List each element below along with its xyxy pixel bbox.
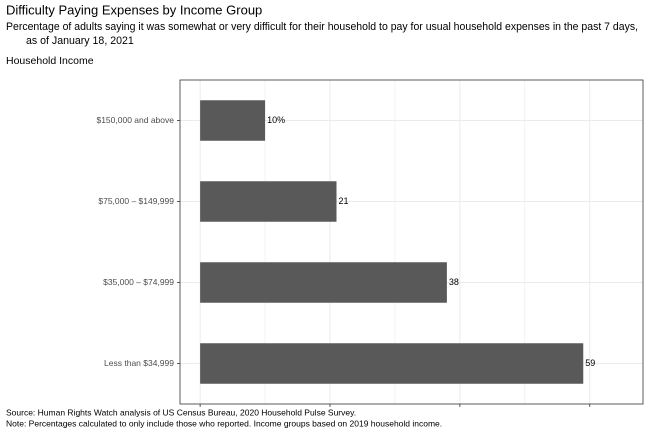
chart-subtitle: Percentage of adults saying it was somew… (6, 21, 638, 33)
y-tick-label: $35,000 – $74,999 (103, 277, 174, 287)
caption: Note: Percentages calculated to only inc… (6, 418, 442, 428)
bar (200, 181, 337, 222)
chart-subtitle: as of January 18, 2021 (26, 35, 134, 47)
plot-border (179, 79, 644, 405)
axis-label: Household Income (6, 55, 94, 67)
y-tick-label: $75,000 – $149,999 (98, 196, 174, 206)
data-label: 38 (449, 277, 459, 287)
y-tick-label: $150,000 and above (96, 115, 174, 125)
bar (200, 262, 447, 303)
y-tick-label: Less than $34,999 (104, 358, 174, 368)
data-label: 10% (267, 115, 285, 125)
chart-title: Difficulty Paying Expenses by Income Gro… (6, 2, 262, 17)
bar (200, 343, 584, 384)
bar (200, 100, 266, 141)
data-label: 59 (585, 358, 595, 368)
data-label: 21 (338, 196, 348, 206)
caption: Source: Human Rights Watch analysis of U… (6, 407, 356, 417)
